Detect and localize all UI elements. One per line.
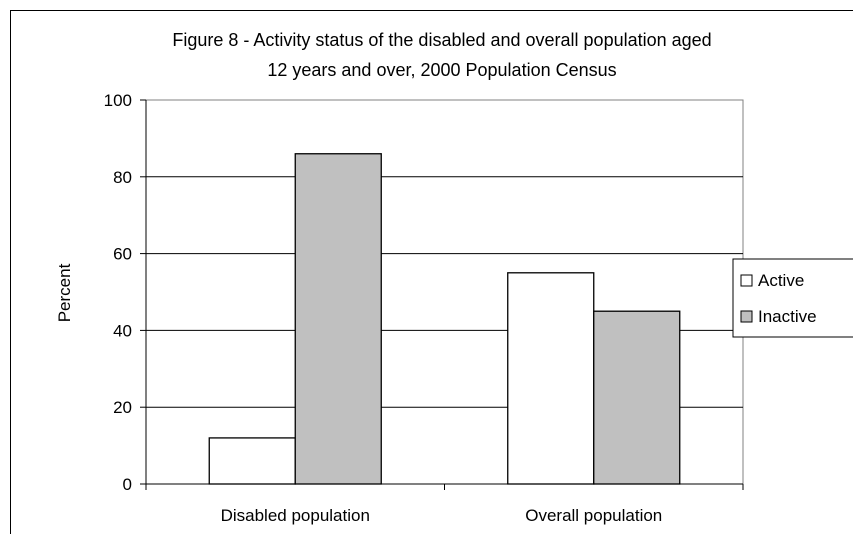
y-tick-label: 40 xyxy=(113,321,132,340)
y-tick-label: 100 xyxy=(104,91,132,110)
plot-area: 0 20 40 60 80 100 Disabled population Overall p… xyxy=(104,91,744,525)
chart-title-line-1: Figure 8 - Activity status of the disabl… xyxy=(172,30,711,50)
legend: Active Inactive xyxy=(732,258,853,338)
legend-label-inactive: Inactive xyxy=(758,307,817,326)
y-tick-label: 0 xyxy=(123,475,132,494)
x-category-label: Disabled population xyxy=(221,506,370,525)
chart-title-line-2: 12 years and over, 2000 Population Censu… xyxy=(267,60,616,80)
x-category-label: Overall population xyxy=(525,506,662,525)
legend-swatch-active xyxy=(740,274,753,287)
y-tick-label: 60 xyxy=(113,245,132,264)
bar-active-0 xyxy=(208,437,296,485)
y-tick-label: 80 xyxy=(113,168,132,187)
bar-inactive-1 xyxy=(593,310,681,485)
y-axis-title: Percent xyxy=(55,263,74,322)
bar-active-1 xyxy=(507,272,595,485)
y-tick-label: 20 xyxy=(113,398,132,417)
bar-inactive-0 xyxy=(294,153,382,485)
legend-swatch-inactive xyxy=(740,310,753,323)
legend-box xyxy=(732,258,853,338)
legend-label-active: Active xyxy=(758,271,804,290)
